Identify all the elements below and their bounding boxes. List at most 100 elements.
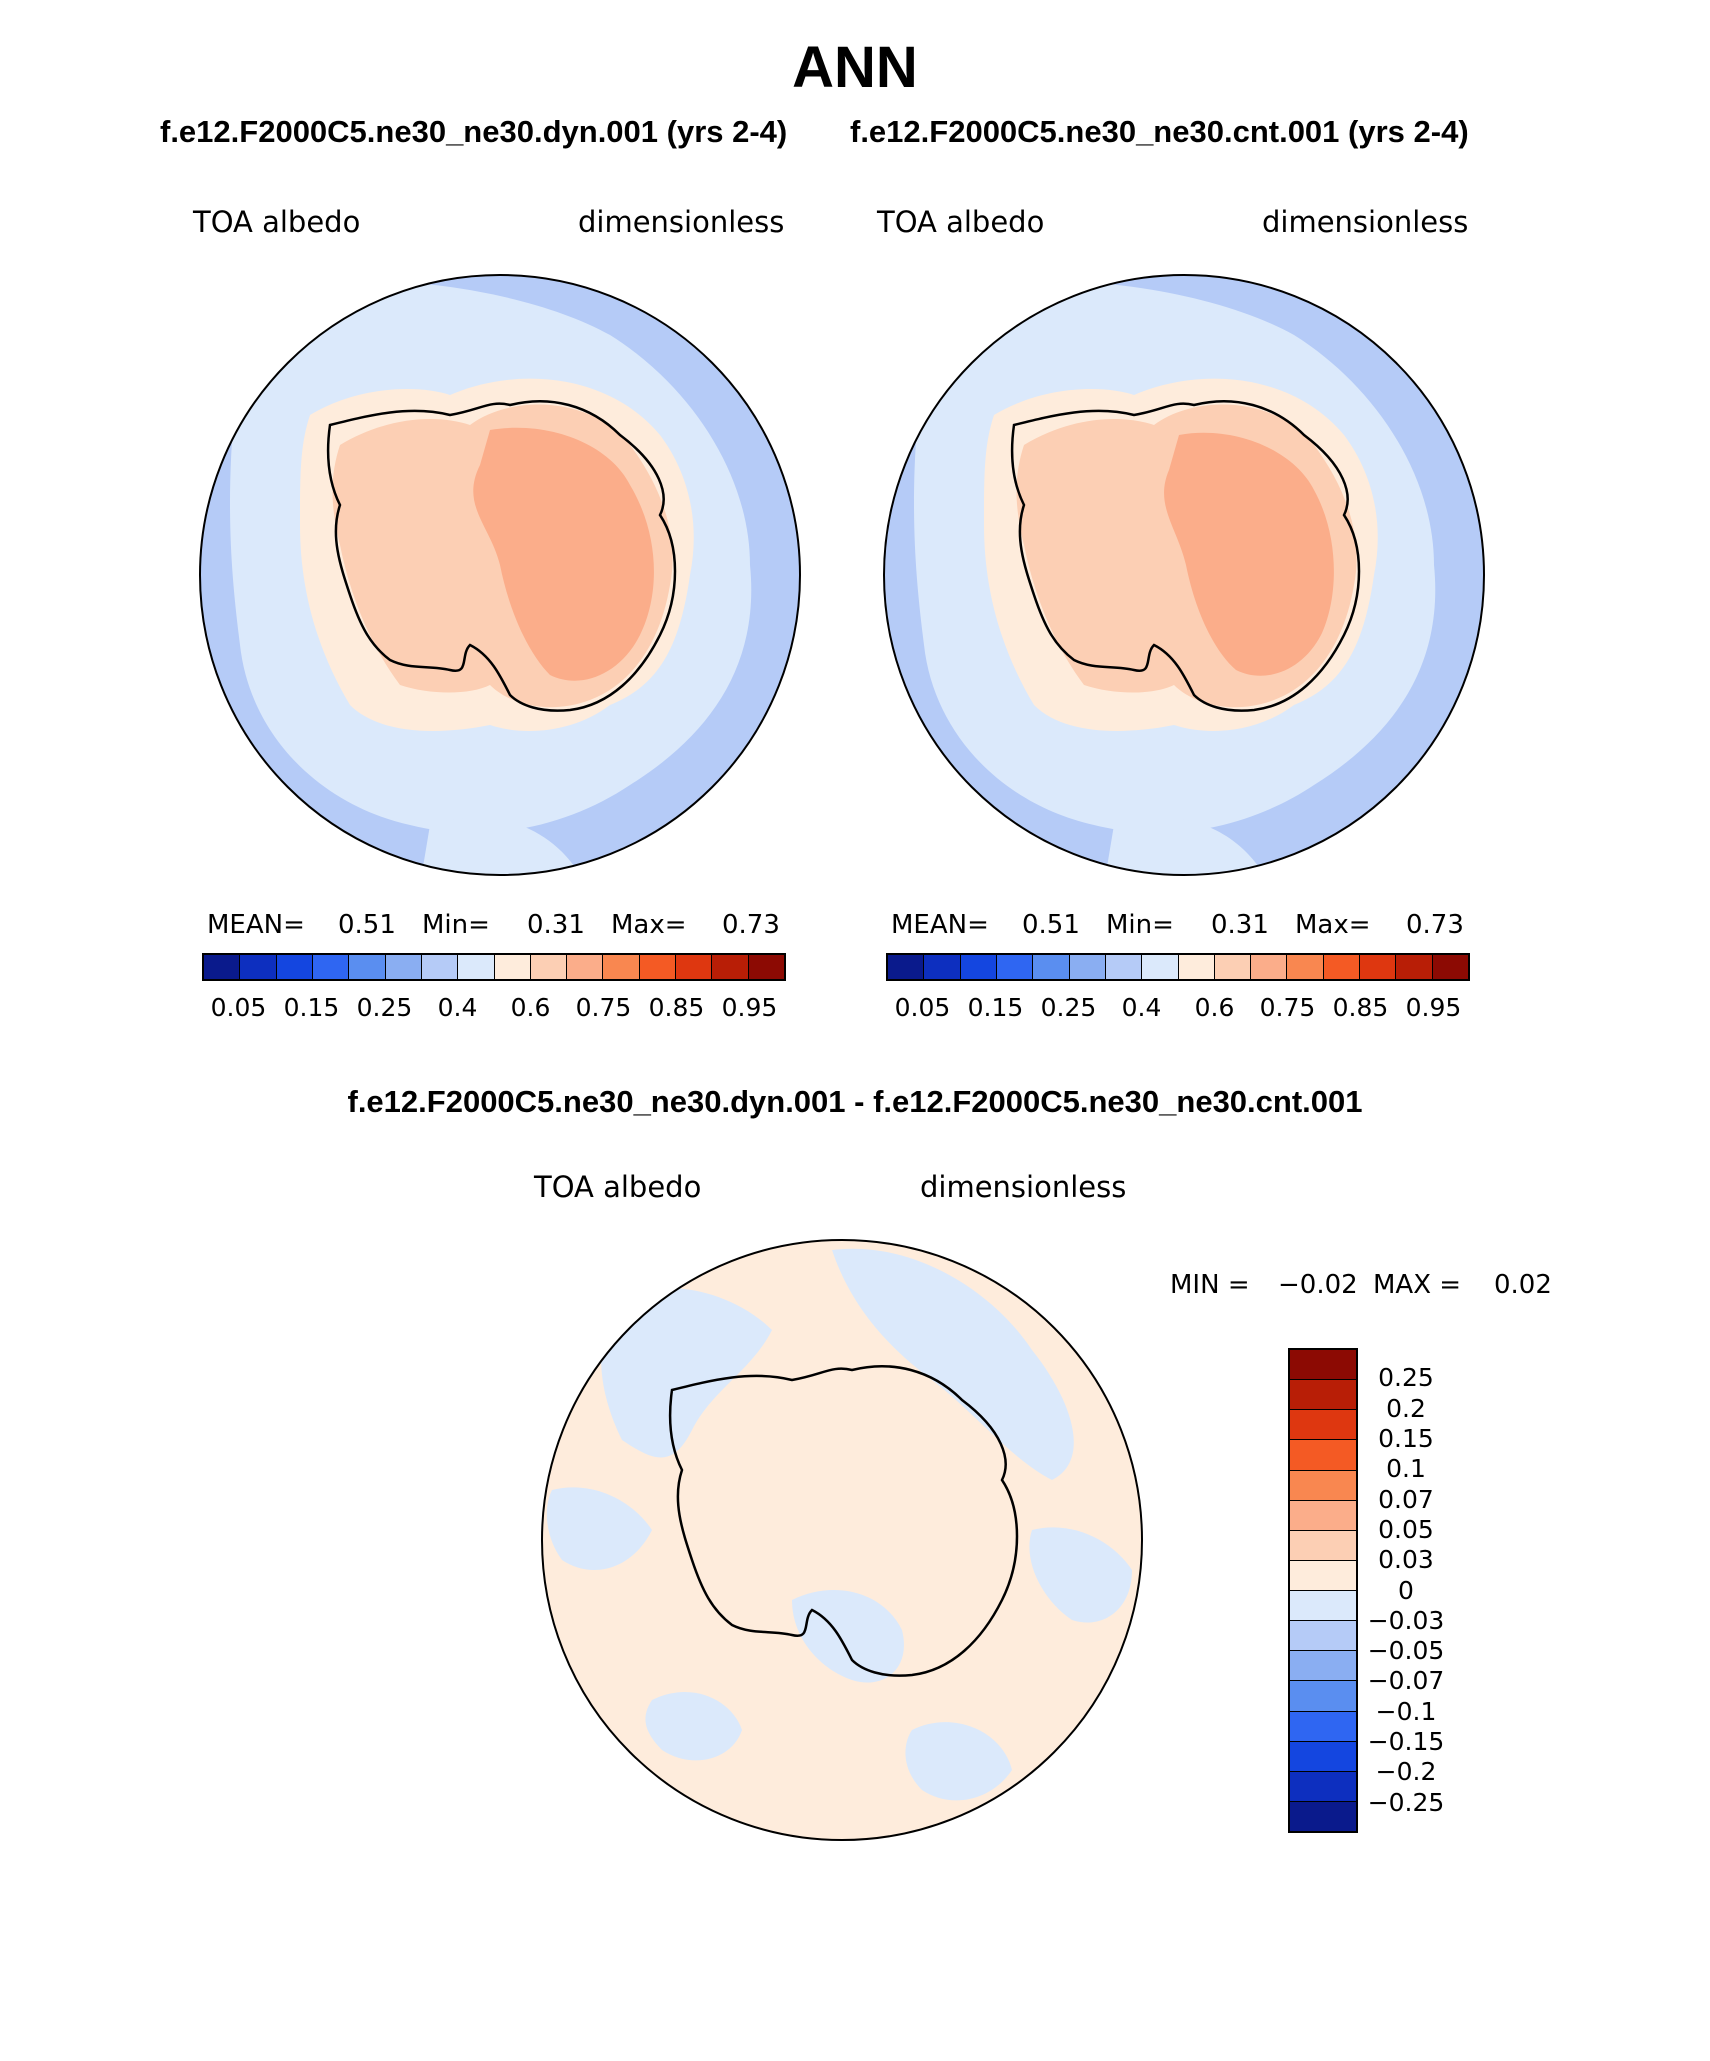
colorbar-tick-label: 0.25 — [356, 993, 413, 1022]
subtitle-left: f.e12.F2000C5.ne30_ne30.dyn.001 (yrs 2-4… — [160, 114, 788, 149]
panel1-max-value: 0.73 — [722, 910, 780, 940]
panel2-mean-value: 0.51 — [1022, 910, 1080, 940]
colorbar-swatch — [1290, 1801, 1356, 1831]
plateau-region — [1164, 432, 1334, 676]
colorbar-swatch — [1105, 955, 1143, 979]
map-border — [541, 1239, 1143, 1841]
colorbar-swatch — [458, 955, 495, 979]
colorbar-swatch — [960, 955, 997, 979]
colorbar-swatch — [1214, 955, 1252, 979]
colorbar-swatch — [603, 955, 640, 979]
colorbar-swatch — [639, 955, 677, 979]
main-title: ANN — [792, 35, 918, 100]
diff-min-label: MIN = — [1170, 1270, 1250, 1300]
colorbar-swatch — [1287, 955, 1324, 979]
map-panel1 — [199, 274, 801, 876]
colorbar-panel2 — [886, 953, 1470, 981]
panel1-mean-value: 0.51 — [338, 910, 396, 940]
colorbar-tick-label: 0.15 — [283, 993, 340, 1022]
colorbar-swatch — [676, 955, 713, 979]
colorbar-swatch — [1290, 1440, 1356, 1471]
map-border — [883, 274, 1485, 876]
panel1-units: dimensionless — [578, 205, 785, 239]
diff-variable: TOA albedo — [534, 1170, 702, 1204]
negative-diff-region — [792, 1590, 904, 1683]
colorbar-tick-label: 0.15 — [1378, 1423, 1434, 1453]
panel2-min-label: Min= — [1106, 910, 1174, 940]
colorbar-swatch — [204, 955, 241, 979]
colorbar-swatch — [1290, 1410, 1356, 1441]
colorbar-tick-label: 0.95 — [721, 993, 778, 1022]
colorbar-swatch — [996, 955, 1034, 979]
map-panel2 — [883, 274, 1485, 876]
colorbar-swatch — [530, 955, 568, 979]
colorbar-swatch — [1069, 955, 1106, 979]
panel2-units: dimensionless — [1262, 205, 1469, 239]
colorbar-tick-label: 0.95 — [1405, 993, 1462, 1022]
panel2-variable: TOA albedo — [877, 205, 1045, 239]
colorbar-tick-label: −0.03 — [1367, 1605, 1445, 1635]
colorbar-swatch — [1290, 1651, 1356, 1682]
negative-diff-region — [905, 1722, 1012, 1801]
panel2-max-value: 0.73 — [1406, 910, 1464, 940]
colorbar-swatch — [1290, 1681, 1356, 1712]
colorbar-tick-label: 0.15 — [967, 993, 1024, 1022]
negative-diff-region — [601, 1288, 772, 1458]
diff-title: f.e12.F2000C5.ne30_ne30.dyn.001 - f.e12.… — [347, 1084, 1363, 1119]
colorbar-swatch — [385, 955, 422, 979]
panel1-min-label: Min= — [422, 910, 490, 940]
colorbar-swatch — [567, 955, 604, 979]
colorbar-swatch — [1360, 955, 1397, 979]
colorbar-tick-label: 0 — [1398, 1575, 1414, 1605]
colorbar-swatch — [240, 955, 277, 979]
colorbar-swatch — [1290, 1470, 1356, 1501]
colorbar-swatch — [888, 955, 925, 979]
diff-max-label: MAX = — [1373, 1270, 1462, 1300]
diff-units: dimensionless — [920, 1170, 1127, 1204]
colorbar-tick-label: 0.4 — [1121, 993, 1162, 1022]
colorbar-tick-label: 0.2 — [1386, 1393, 1426, 1423]
colorbar-swatch — [349, 955, 386, 979]
colorbar-tick-label: −0.05 — [1367, 1636, 1445, 1666]
colorbar-tick-label: 0.85 — [648, 993, 705, 1022]
colorbar-swatch — [421, 955, 459, 979]
colorbar-tick-label: −0.07 — [1367, 1666, 1445, 1696]
colorbar-swatch — [1251, 955, 1288, 979]
colorbar-tick-label: 0.6 — [510, 993, 551, 1022]
colorbar-tick-label: −0.25 — [1367, 1787, 1445, 1817]
colorbar-swatch — [1142, 955, 1179, 979]
colorbar-tick-label: 0.85 — [1332, 993, 1389, 1022]
colorbar-tick-label: −0.2 — [1375, 1757, 1437, 1787]
panel1-variable: TOA albedo — [193, 205, 361, 239]
colorbar-swatch — [1290, 1380, 1356, 1411]
colorbar-swatch — [1396, 955, 1433, 979]
negative-diff-region — [546, 1487, 652, 1570]
colorbar-swatch — [276, 955, 313, 979]
colorbar-swatch — [494, 955, 531, 979]
colorbar-swatch — [1290, 1591, 1356, 1622]
colorbar-swatch — [1432, 955, 1468, 979]
colorbar-swatch — [1290, 1560, 1356, 1591]
colorbar-swatch — [1323, 955, 1361, 979]
negative-diff-region — [1029, 1527, 1132, 1623]
colorbar-swatch — [1290, 1500, 1356, 1531]
plateau-region — [473, 427, 654, 681]
colorbar-swatch — [1290, 1350, 1356, 1381]
colorbar-tick-label: 0.05 — [1378, 1514, 1434, 1544]
colorbar-tick-label: 0.4 — [437, 993, 478, 1022]
negative-diff-region — [645, 1691, 742, 1761]
colorbar-tick-label: 0.1 — [1386, 1454, 1426, 1484]
colorbar-swatch — [924, 955, 961, 979]
antarctica-coastline — [326, 400, 677, 712]
diff-max-value: 0.02 — [1494, 1270, 1552, 1300]
colorbar-panel1 — [202, 953, 786, 981]
panel1-max-label: Max= — [611, 910, 687, 940]
ocean-inner-region-south — [420, 817, 580, 875]
colorbar-swatch — [748, 955, 784, 979]
colorbar-tick-label: 0.03 — [1378, 1545, 1434, 1575]
colorbar-tick-label: −0.1 — [1375, 1696, 1437, 1726]
map-diff — [541, 1239, 1143, 1841]
colorbar-tick-label: 0.05 — [894, 993, 951, 1022]
panel2-mean-label: MEAN= — [891, 910, 989, 940]
colorbar-tick-label: 0.25 — [1040, 993, 1097, 1022]
